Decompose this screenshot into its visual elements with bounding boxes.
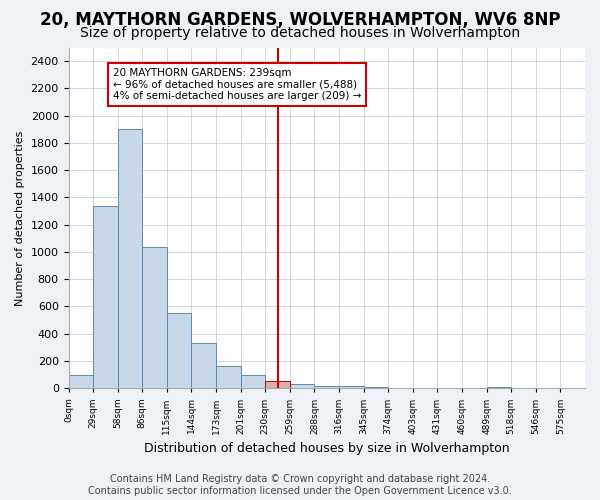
Y-axis label: Number of detached properties: Number of detached properties: [15, 130, 25, 306]
X-axis label: Distribution of detached houses by size in Wolverhampton: Distribution of detached houses by size …: [144, 442, 509, 455]
Bar: [314, 386, 339, 388]
Bar: [68, 374, 93, 388]
Bar: [93, 206, 118, 388]
Bar: [487, 387, 511, 388]
Text: 20 MAYTHORN GARDENS: 239sqm
← 96% of detached houses are smaller (5,488)
4% of s: 20 MAYTHORN GARDENS: 239sqm ← 96% of det…: [113, 68, 361, 101]
Bar: [142, 246, 167, 388]
Bar: [118, 130, 142, 388]
Bar: [265, 382, 290, 388]
Bar: [241, 374, 265, 388]
Text: Contains HM Land Registry data © Crown copyright and database right 2024.
Contai: Contains HM Land Registry data © Crown c…: [88, 474, 512, 496]
Text: 20, MAYTHORN GARDENS, WOLVERHAMPTON, WV6 8NP: 20, MAYTHORN GARDENS, WOLVERHAMPTON, WV6…: [40, 11, 560, 29]
Bar: [339, 386, 364, 388]
Bar: [265, 382, 290, 388]
Bar: [216, 366, 241, 388]
Bar: [191, 344, 216, 388]
Bar: [290, 384, 314, 388]
Bar: [364, 387, 388, 388]
Bar: [167, 314, 191, 388]
Text: Size of property relative to detached houses in Wolverhampton: Size of property relative to detached ho…: [80, 26, 520, 40]
